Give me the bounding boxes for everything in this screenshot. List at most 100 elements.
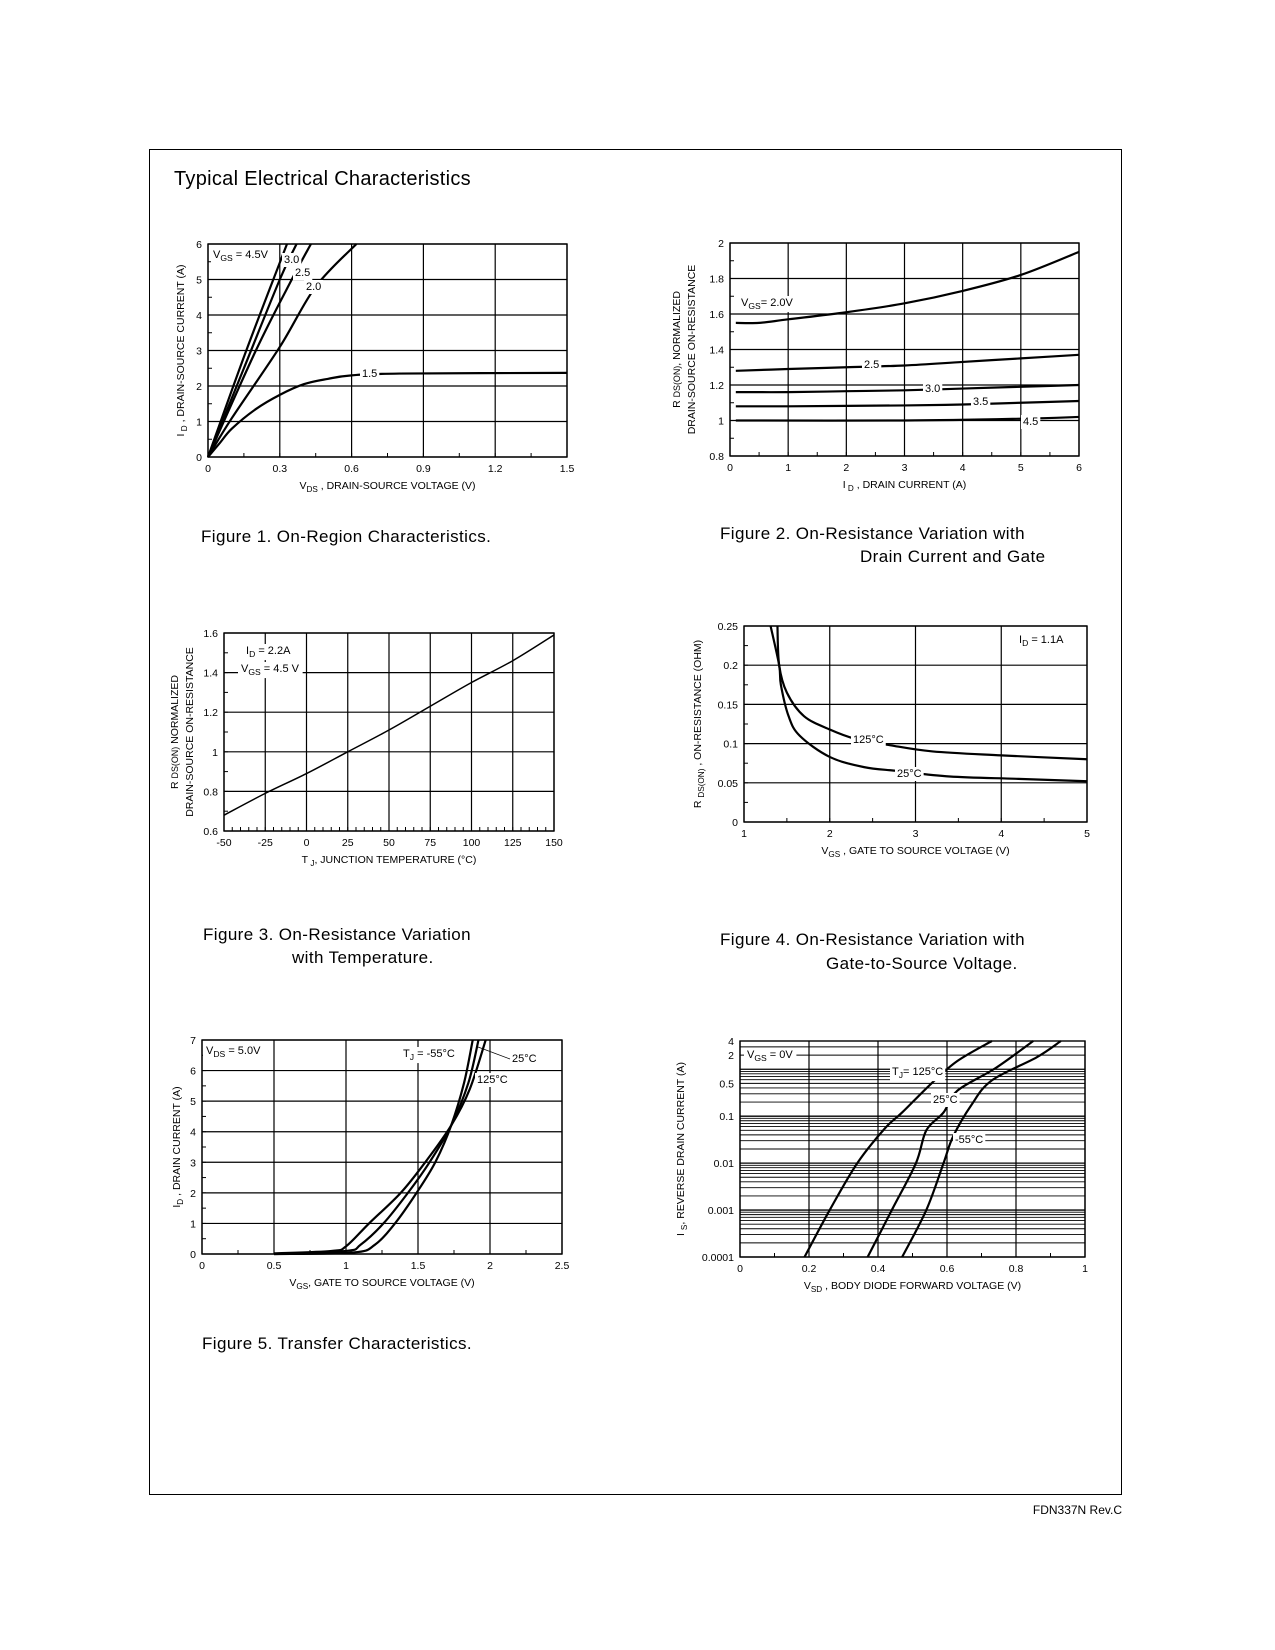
label-background — [1016, 633, 1068, 650]
x-tick-label: 5 — [1084, 828, 1090, 840]
series-curve-5 — [735, 415, 1080, 422]
y-axis-label: R DS(ON), NORMALIZED — [671, 291, 683, 408]
y-tick-label: 5 — [190, 1096, 196, 1108]
label-segment: , DRAIN CURRENT (A) — [854, 479, 966, 491]
series-curve-1 — [223, 634, 555, 816]
label-segment: SD — [811, 1285, 822, 1294]
label-segment: DS(ON) — [170, 747, 180, 779]
label-segment: , DRAIN CURRENT (A) — [171, 1086, 183, 1198]
chart-figure-2: 0 1 2 3 4 5 6 0.8 1 1.2 1.4 1.6 1.8 2 I D , DRAIN CURR… — [671, 238, 1082, 493]
label-segment: 125°C — [477, 1074, 508, 1086]
y-tick-label: 0.2 — [723, 660, 738, 672]
label-segment: DS(ON) — [697, 768, 706, 797]
series-labels: ID = 2.2A VGS = 4.5 V — [238, 644, 303, 679]
plot-frame — [223, 632, 555, 832]
y-axis-label: I D , DRAIN-SOURCE CURRENT (A) — [175, 265, 189, 437]
label-background — [971, 395, 991, 409]
series-curve-4 — [735, 399, 1080, 408]
x-tick-label: 1 — [1082, 1263, 1088, 1275]
label-segment: D — [180, 425, 189, 433]
label-background — [211, 248, 271, 265]
series-curve-2 — [866, 1040, 1034, 1258]
label-segment: 125°C — [853, 734, 884, 746]
y-tick-label: 0.15 — [718, 699, 739, 711]
label-segment: 3.0 — [925, 383, 940, 395]
label-segment: T — [403, 1048, 410, 1060]
label-segment: DS — [306, 485, 318, 494]
plot-frame — [743, 625, 1088, 823]
series-label: VGS= 2.0V — [741, 297, 794, 311]
y-tick-label: 6 — [190, 1066, 196, 1078]
x-axis-label: T J, JUNCTION TEMPERATURE (°C) — [302, 854, 477, 868]
x-tick-label: 5 — [1018, 462, 1024, 474]
label-segment: D — [176, 1199, 185, 1205]
chart-figure-6: 0 0.2 0.4 0.6 0.8 10.00010.0010.010.10.524VSD… — [675, 1036, 1088, 1294]
label-segment: R — [169, 778, 181, 789]
label-background — [243, 644, 295, 661]
y-tick-label: 0.6 — [203, 826, 218, 838]
y-axis-label: ID , DRAIN CURRENT (A) — [171, 1086, 185, 1207]
series-label: 25°C — [933, 1094, 958, 1106]
x-tick-label: 0 — [737, 1263, 743, 1275]
series-labels: VGS = 4.5V 3.02.5 2.0 1.5 — [211, 248, 380, 381]
x-tick-label: 0 — [205, 463, 211, 475]
series-label: 1.5 — [362, 368, 377, 380]
y-tick-label: 4 — [196, 310, 202, 322]
x-axis-label: VDS , DRAIN-SOURCE VOLTAGE (V) — [299, 480, 475, 494]
x-tick-label: 150 — [545, 837, 563, 849]
series-label: TJ= 125°C — [892, 1066, 943, 1080]
series-label: 2.0 — [306, 281, 321, 293]
label-segment: = 125°C — [903, 1066, 943, 1078]
x-axis-label: VGS , GATE TO SOURCE VOLTAGE (V) — [821, 845, 1009, 859]
label-segment: 3.0 — [284, 254, 299, 266]
x-tick-label: 1.2 — [488, 463, 503, 475]
x-tick-label: 0 — [304, 837, 310, 849]
y-axis-label: R DS(ON) NORMALIZED — [169, 675, 181, 789]
series-labels: 125°C 25°C ID = 1.1A — [851, 633, 1068, 781]
label-background — [401, 1047, 457, 1064]
label-segment: , ON-RESISTANCE (OHM) — [692, 640, 704, 769]
label-segment: = 1.1A — [1028, 634, 1064, 646]
label-segment: I — [175, 434, 187, 437]
label-segment: V — [804, 1280, 811, 1292]
x-tick-label: 2 — [843, 462, 849, 474]
series-label: -55°C — [955, 1134, 983, 1146]
label-background — [953, 1133, 986, 1147]
label-segment: = 4.5V — [233, 249, 269, 261]
series-label: 2.5 — [864, 359, 879, 371]
label-background — [475, 1073, 510, 1087]
series-curve-2 — [273, 1039, 480, 1256]
label-segment: GS — [248, 667, 261, 677]
label-segment: NORMALIZED — [169, 675, 181, 747]
label-background — [1021, 415, 1041, 429]
label-segment: 2.5 — [864, 359, 879, 371]
label-segment: V — [289, 1277, 296, 1289]
condition-annotation: VDS = 5.0V — [206, 1045, 261, 1059]
label-segment: J — [899, 1070, 903, 1080]
x-tick-label: 0.8 — [1009, 1263, 1024, 1275]
y-tick-label: 0.8 — [203, 786, 218, 798]
section-title: Typical Electrical Characteristics — [174, 168, 471, 190]
x-tick-label: 1 — [343, 1260, 349, 1272]
label-segment: = -55°C — [414, 1048, 455, 1060]
label-segment: I — [675, 1230, 687, 1236]
label-background — [282, 253, 302, 267]
plot-frame — [739, 1040, 1086, 1258]
label-background — [931, 1093, 960, 1107]
label-segment: GS — [296, 1282, 308, 1291]
label-segment: , DRAIN-SOURCE VOLTAGE (V) — [318, 480, 476, 492]
label-segment: DS(ON) — [672, 366, 682, 398]
x-tick-label: -25 — [258, 837, 273, 849]
condition-annotation: ID = 2.2A — [246, 645, 291, 659]
label-background — [890, 1065, 946, 1082]
figure-3-caption-line-2: with Temperature. — [292, 948, 434, 967]
series-label: 3.0 — [925, 383, 940, 395]
y-tick-label: 4 — [728, 1036, 734, 1048]
y-tick-label: 0.8 — [709, 451, 724, 463]
label-segment: , NORMALIZED — [671, 291, 683, 366]
figure-3-caption-line-1: Figure 3. On-Resistance Variation — [203, 925, 472, 944]
y-tick-label: 1.2 — [203, 707, 218, 719]
label-background — [510, 1052, 539, 1066]
y-tick-label: 1 — [212, 747, 218, 759]
